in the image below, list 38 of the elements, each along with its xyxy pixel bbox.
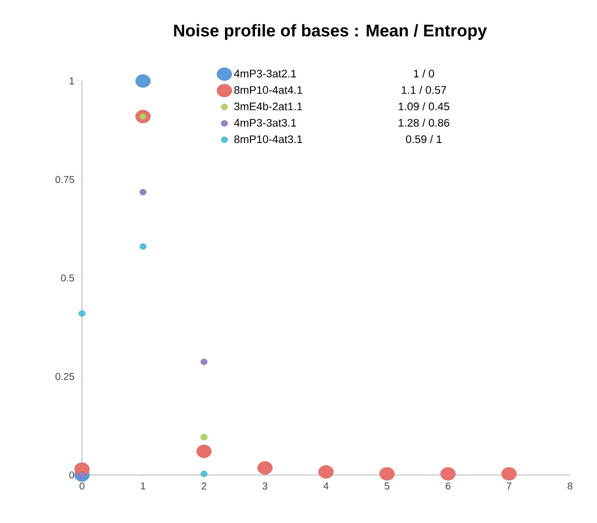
x-tick-label: 8 <box>568 482 572 490</box>
point <box>200 470 208 477</box>
legend-label: 8mP10-4at3.1 <box>234 135 302 144</box>
legend-label: 8mP10-4at4.1 <box>234 86 302 94</box>
annotation: 1.09 / 0.45 <box>398 102 450 110</box>
point <box>379 467 395 480</box>
chart-title: Noise profile of bases : Mean / Entropy <box>174 24 487 40</box>
y-tick-label: 1 <box>70 78 74 84</box>
x-tick-label: 6 <box>446 482 450 490</box>
annotation: 1.1 / 0.57 <box>402 86 446 94</box>
legend-label: 3mE4b-2at1.1 <box>234 102 302 110</box>
point <box>196 444 212 458</box>
y-tick-label: 0.5 <box>61 274 74 282</box>
annotation: 0.59 / 1 <box>406 135 442 144</box>
annotation: 1.28 / 0.86 <box>398 118 450 127</box>
y-tick-label: 0.75 <box>55 176 74 184</box>
x-tick-label: 5 <box>384 482 390 490</box>
point <box>318 465 334 478</box>
point <box>440 467 456 480</box>
x-tick-label: 0 <box>80 482 84 490</box>
text: 1 / 0 <box>414 69 434 78</box>
point <box>140 188 146 196</box>
point <box>200 434 208 440</box>
legend-label: 4mP3-3at3.1 <box>234 118 296 127</box>
y-tick-label: 0.25 <box>55 372 74 380</box>
x-tick-label: 1 <box>140 482 146 490</box>
x-tick-label: 4 <box>323 482 328 490</box>
x-tick-label: 2 <box>202 482 206 490</box>
point <box>257 461 273 475</box>
point <box>501 467 517 480</box>
x-tick-label: 3 <box>262 482 268 490</box>
point <box>140 243 146 250</box>
legend-label: 4mP3-3at2.1 <box>234 70 296 78</box>
point <box>200 358 208 366</box>
point <box>78 310 86 317</box>
x-tick-label: 7 <box>506 482 512 490</box>
y-tick-label: 0 <box>69 471 74 479</box>
point <box>135 74 151 88</box>
